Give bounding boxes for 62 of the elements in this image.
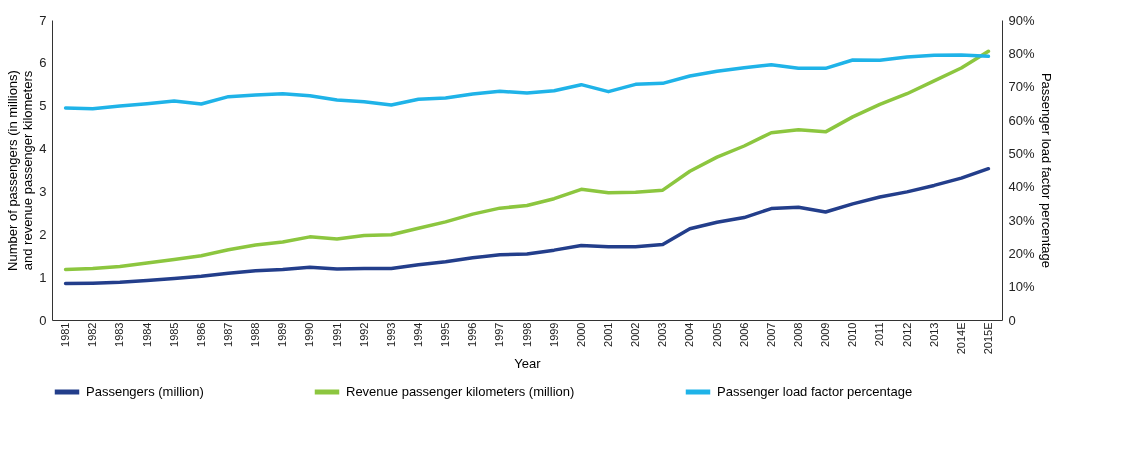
y-axis-title: Number of passengers (in millions) and revenue passenger kilometers xyxy=(5,70,36,271)
x-tick-label: 2004 xyxy=(683,322,696,347)
x-tick-label: 1981 xyxy=(59,322,72,347)
x-tick-label: 1995 xyxy=(439,322,452,347)
x-tick-label: 2003 xyxy=(656,322,669,347)
y-tick-label: 5 xyxy=(39,98,47,114)
line-series xyxy=(63,166,991,286)
y2-tick-label: 40% xyxy=(1008,179,1035,195)
y-tick-label: 2 xyxy=(39,226,47,242)
x-tick-label: 1987 xyxy=(221,322,234,347)
x-tick-label: 1999 xyxy=(547,322,560,347)
legend-label: Passenger load factor percentage xyxy=(717,384,913,399)
x-tick-label: 2014E xyxy=(954,322,967,355)
legend-label: Revenue passenger kilometers (million) xyxy=(346,384,575,399)
x-tick-label: 1993 xyxy=(384,322,397,347)
y-tick-label: 6 xyxy=(39,55,47,71)
x-tick-label: 1986 xyxy=(194,322,207,347)
x-tick-label: 2015E xyxy=(981,322,994,355)
x-tick-label: 1983 xyxy=(113,322,126,347)
legend-label: Passengers (million) xyxy=(86,384,204,399)
x-tick-label: 2013 xyxy=(927,322,940,347)
x-axis-title: Year xyxy=(514,356,542,372)
x-tick-label: 2012 xyxy=(900,322,913,347)
y-tick-label: 4 xyxy=(39,141,47,157)
y2-tick-label: 10% xyxy=(1008,279,1035,295)
x-tick-label: 1982 xyxy=(86,322,99,347)
x-tick-label: 1988 xyxy=(249,322,262,347)
y2-tick-label: 0 xyxy=(1008,312,1016,328)
x-tick-label: 2011 xyxy=(873,322,886,347)
y-tick-label: 7 xyxy=(39,12,47,28)
y2-tick-label: 20% xyxy=(1008,245,1035,261)
line-series xyxy=(63,49,991,272)
x-tick-label: 2007 xyxy=(764,322,777,347)
x-tick-label: 1989 xyxy=(276,322,289,347)
y-tick-label: 1 xyxy=(39,269,47,285)
x-tick-label: 2001 xyxy=(601,322,614,347)
y2-tick-label: 50% xyxy=(1008,145,1035,161)
x-tick-label: 1992 xyxy=(357,322,370,347)
y2-tick-label: 60% xyxy=(1008,112,1035,128)
x-tick-label: 1996 xyxy=(466,322,479,347)
x-tick-label: 1998 xyxy=(520,322,533,347)
x-tick-label: 1991 xyxy=(330,322,343,347)
y-tick-label: 0 xyxy=(39,312,47,328)
x-tick-label: 1985 xyxy=(167,322,180,347)
y2-tick-label: 30% xyxy=(1008,212,1035,228)
line-series xyxy=(63,53,991,111)
x-tick-label: 2010 xyxy=(846,322,859,347)
y2-tick-label: 70% xyxy=(1008,79,1035,95)
y2-tick-label: 80% xyxy=(1008,45,1035,61)
y-tick-label: 3 xyxy=(39,183,47,199)
x-tick-label: 2008 xyxy=(791,322,804,347)
y2-tick-label: 90% xyxy=(1008,12,1035,28)
x-tick-label: 1994 xyxy=(411,322,424,347)
x-tick-label: 1997 xyxy=(493,322,506,347)
y2-axis-title: Passenger load factor percentage xyxy=(1038,72,1054,269)
x-tick-label: 1990 xyxy=(303,322,316,347)
x-tick-label: 1984 xyxy=(140,322,153,347)
x-tick-label: 2005 xyxy=(710,322,723,347)
x-tick-label: 2006 xyxy=(737,322,750,347)
x-tick-label: 2000 xyxy=(574,322,587,347)
x-tick-label: 2002 xyxy=(629,322,642,347)
x-tick-label: 2009 xyxy=(819,322,832,347)
